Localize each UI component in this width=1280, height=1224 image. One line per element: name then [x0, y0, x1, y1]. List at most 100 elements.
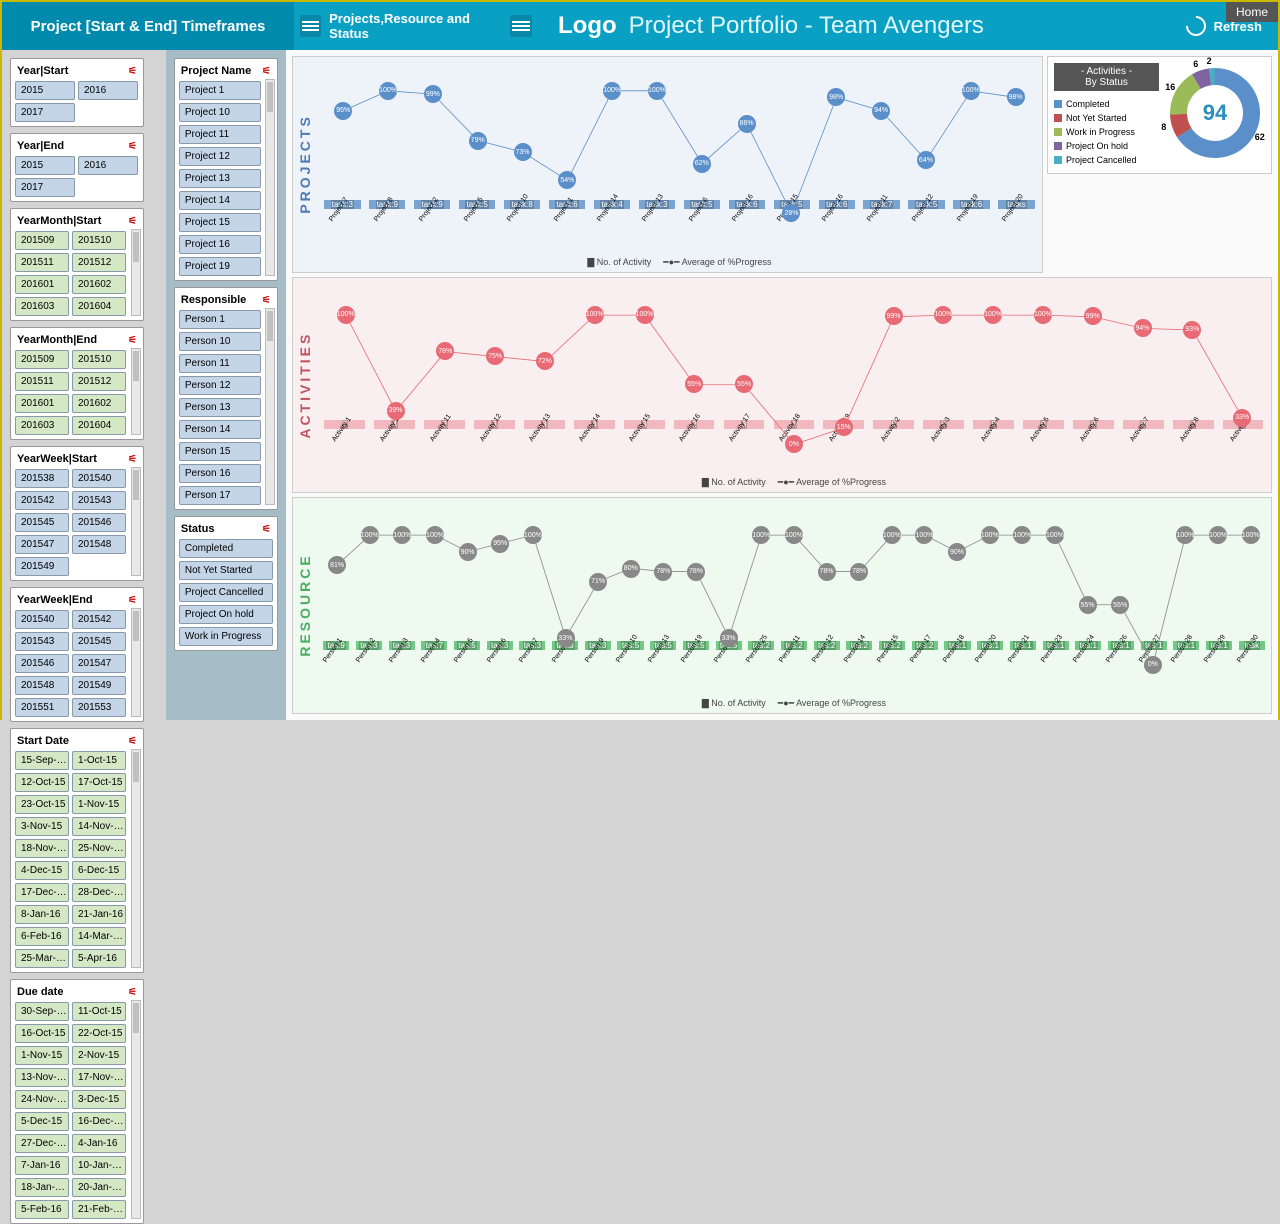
slicer-item[interactable]: 201604 — [72, 416, 126, 435]
slicer-item[interactable]: 201510 — [72, 231, 126, 250]
slicer-item[interactable]: 18-Jan-… — [15, 1178, 69, 1197]
progress-marker[interactable]: 75% — [486, 347, 504, 365]
progress-marker[interactable]: 100% — [393, 526, 411, 544]
slicer-item[interactable]: 201602 — [72, 394, 126, 413]
slicer-item[interactable]: 201553 — [72, 698, 126, 717]
progress-marker[interactable]: 81% — [328, 556, 346, 574]
slicer-item[interactable]: 7-Jan-16 — [15, 1156, 69, 1175]
progress-marker[interactable]: 15% — [835, 418, 853, 436]
filter-icon[interactable]: ⚟ — [128, 335, 137, 346]
progress-marker[interactable]: 99% — [1084, 307, 1102, 325]
slicer-item[interactable]: Work in Progress — [179, 627, 273, 646]
slicer-item[interactable]: 201512 — [72, 253, 126, 272]
progress-marker[interactable]: 100% — [984, 306, 1002, 324]
slicer-item[interactable]: Project Cancelled — [179, 583, 273, 602]
progress-marker[interactable]: 100% — [915, 526, 933, 544]
filter-icon[interactable]: ⚟ — [128, 736, 137, 747]
slicer-item[interactable]: 201601 — [15, 275, 69, 294]
progress-marker[interactable]: 100% — [1046, 526, 1064, 544]
slicer-item[interactable]: 201540 — [72, 469, 126, 488]
slicer-item[interactable]: 3-Nov-15 — [15, 817, 69, 836]
filter-icon[interactable]: ⚟ — [262, 524, 271, 535]
menu-icon[interactable] — [300, 15, 321, 37]
progress-marker[interactable]: 0% — [785, 435, 803, 453]
slicer-item[interactable]: 201538 — [15, 469, 69, 488]
progress-marker[interactable]: 71% — [589, 573, 607, 591]
filter-icon[interactable]: ⚟ — [128, 141, 137, 152]
slicer-item[interactable]: 15-Sep-… — [15, 751, 69, 770]
slicer-item[interactable]: 1-Nov-15 — [72, 795, 126, 814]
progress-marker[interactable]: 80% — [622, 560, 640, 578]
slicer-item[interactable]: Project 11 — [179, 125, 261, 144]
progress-marker[interactable]: 99% — [424, 85, 442, 103]
progress-marker[interactable]: 100% — [1013, 526, 1031, 544]
progress-marker[interactable]: 100% — [648, 82, 666, 100]
scrollbar[interactable] — [131, 467, 141, 576]
slicer-item[interactable]: 201546 — [15, 654, 69, 673]
progress-marker[interactable]: 100% — [962, 82, 980, 100]
slicer-item[interactable]: 13-Nov-… — [15, 1068, 69, 1087]
slicer-item[interactable]: 201542 — [72, 610, 126, 629]
slicer-item[interactable]: 201545 — [72, 632, 126, 651]
slicer-item[interactable]: 16-Oct-15 — [15, 1024, 69, 1043]
filter-icon[interactable]: ⚟ — [262, 295, 271, 306]
progress-marker[interactable]: 39% — [387, 402, 405, 420]
progress-marker[interactable]: 100% — [361, 526, 379, 544]
progress-marker[interactable]: 78% — [654, 563, 672, 581]
slicer-item[interactable]: 201604 — [72, 297, 126, 316]
slicer-item[interactable]: 24-Nov-… — [15, 1090, 69, 1109]
slicer-item[interactable]: 8-Jan-16 — [15, 905, 69, 924]
progress-marker[interactable]: 79% — [469, 132, 487, 150]
slicer-item[interactable]: 201547 — [72, 654, 126, 673]
progress-marker[interactable]: 100% — [934, 306, 952, 324]
slicer-item[interactable]: 201547 — [15, 535, 69, 554]
slicer-item[interactable]: Project 1 — [179, 81, 261, 100]
slicer-item[interactable]: Completed — [179, 539, 273, 558]
slicer-item[interactable]: Person 1 — [179, 310, 261, 329]
slicer-item[interactable]: 201551 — [15, 698, 69, 717]
slicer-item[interactable]: 5-Feb-16 — [15, 1200, 69, 1219]
progress-marker[interactable]: 73% — [514, 143, 532, 161]
status-item[interactable]: Work in Progress — [1054, 125, 1159, 139]
slicer-item[interactable]: 21-Feb-… — [72, 1200, 126, 1219]
slicer-item[interactable]: 4-Dec-15 — [15, 861, 69, 880]
slicer-item[interactable]: 14-Mar-… — [72, 927, 126, 946]
progress-marker[interactable]: 100% — [337, 306, 355, 324]
status-item[interactable]: Completed — [1054, 97, 1159, 111]
slicer-item[interactable]: 201549 — [72, 676, 126, 695]
slicer-item[interactable]: Project 10 — [179, 103, 261, 122]
progress-marker[interactable]: 100% — [785, 526, 803, 544]
status-item[interactable]: Not Yet Started — [1054, 111, 1159, 125]
progress-marker[interactable]: 100% — [752, 526, 770, 544]
filter-icon[interactable]: ⚟ — [128, 454, 137, 465]
slicer-item[interactable]: 5-Apr-16 — [72, 949, 126, 968]
slicer-item[interactable]: 201548 — [15, 676, 69, 695]
slicer-item[interactable]: 201601 — [15, 394, 69, 413]
slicer-item[interactable]: 201509 — [15, 350, 69, 369]
progress-marker[interactable]: 94% — [1134, 319, 1152, 337]
slicer-item[interactable]: 1-Nov-15 — [15, 1046, 69, 1065]
progress-marker[interactable]: 78% — [850, 563, 868, 581]
slicer-item[interactable]: 28-Dec-… — [72, 883, 126, 902]
slicer-item[interactable]: 25-Mar-… — [15, 949, 69, 968]
slicer-item[interactable]: 201602 — [72, 275, 126, 294]
filter-icon[interactable]: ⚟ — [128, 216, 137, 227]
slicer-item[interactable]: 201543 — [15, 632, 69, 651]
slicer-item[interactable]: Person 14 — [179, 420, 261, 439]
slicer-item[interactable]: 2016 — [78, 156, 138, 175]
slicer-item[interactable]: 201511 — [15, 253, 69, 272]
filter-icon[interactable]: ⚟ — [128, 595, 137, 606]
progress-marker[interactable]: 100% — [1242, 526, 1260, 544]
menu-icon-2[interactable] — [510, 15, 532, 37]
slicer-item[interactable]: 3-Dec-15 — [72, 1090, 126, 1109]
slicer-item[interactable]: 5-Dec-15 — [15, 1112, 69, 1131]
progress-marker[interactable]: 78% — [818, 563, 836, 581]
progress-marker[interactable]: 99% — [885, 307, 903, 325]
slicer-item[interactable]: 22-Oct-15 — [72, 1024, 126, 1043]
slicer-item[interactable]: 201546 — [72, 513, 126, 532]
slicer-item[interactable]: 201545 — [15, 513, 69, 532]
slicer-item[interactable]: Person 12 — [179, 376, 261, 395]
scrollbar[interactable] — [265, 308, 275, 505]
progress-marker[interactable]: 100% — [379, 82, 397, 100]
scrollbar[interactable] — [265, 79, 275, 276]
